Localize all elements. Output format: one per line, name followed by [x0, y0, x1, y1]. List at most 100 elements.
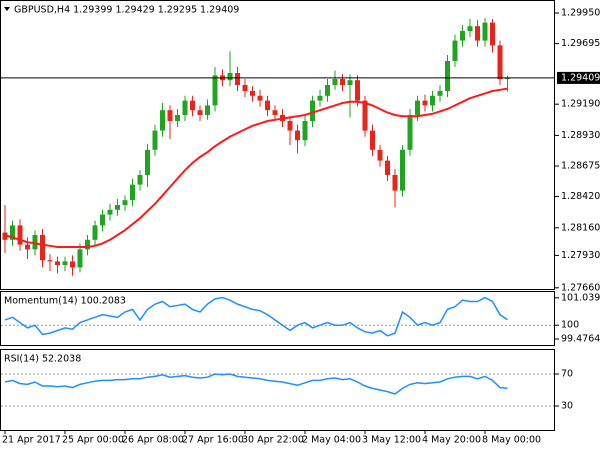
y-tick-label: 1.28420 [561, 191, 600, 202]
current-price-label: 1.29409 [561, 72, 600, 83]
candle-body [467, 26, 473, 31]
candle-body [505, 77, 510, 80]
candle-body [437, 91, 443, 96]
candle-body [137, 175, 143, 185]
candle-body [287, 121, 293, 131]
candle-body [355, 80, 360, 101]
candle-body [340, 79, 345, 85]
y-tick-label: 1.29695 [561, 38, 600, 49]
candle-body [235, 73, 240, 85]
candle-body [70, 261, 75, 268]
candle-body [482, 22, 488, 41]
candle-body [152, 130, 158, 150]
candle-body [445, 61, 450, 91]
x-tick-label: 3 May 12:00 [362, 435, 421, 446]
candle-body [302, 121, 308, 141]
menu-triangle [4, 7, 10, 11]
indicator-title: Momentum(14) 100.2083 [4, 296, 126, 307]
candle-body [415, 100, 420, 115]
current-price-box [557, 71, 600, 84]
candle-body [62, 261, 68, 265]
y-tick-label: 1.27660 [561, 282, 600, 293]
candle-body [460, 31, 465, 41]
indicator-line [4, 296, 508, 337]
candle-body [497, 45, 503, 80]
candle-body [92, 225, 98, 240]
candle-body [295, 130, 300, 141]
candle-body [407, 115, 413, 150]
candle-body [167, 110, 173, 121]
candle-body [2, 232, 8, 240]
y-tick-label: 30 [561, 401, 573, 412]
candle-body [77, 249, 83, 268]
y-tick-label: 70 [561, 369, 573, 380]
candle-body [310, 100, 315, 121]
candle-body [400, 149, 405, 191]
candle-body [257, 95, 263, 101]
indicator-title: RSI(14) 52.2038 [4, 354, 81, 365]
candle-body [377, 149, 383, 161]
candle-body [475, 26, 480, 41]
y-tick-label: 1.27930 [561, 250, 600, 261]
candle-body [325, 85, 330, 96]
candle-body [392, 175, 398, 191]
candle-body [32, 235, 38, 250]
candle-body [422, 100, 428, 106]
pane-frame [0, 349, 555, 431]
candle-body [227, 73, 233, 81]
candle-body [212, 75, 218, 106]
candle-body [332, 79, 338, 85]
y-tick-label: 1.29950 [561, 8, 600, 19]
candle-body [130, 184, 135, 201]
x-tick-label: 27 Apr 16:00 [182, 435, 244, 446]
x-tick-label: 26 Apr 08:00 [122, 435, 184, 446]
y-tick-label: 99.4764 [561, 334, 600, 345]
candle-body [160, 110, 165, 131]
candle-body [55, 261, 60, 265]
candle-body [370, 130, 375, 150]
candle-body [197, 110, 203, 115]
candle-body [205, 105, 210, 115]
candle-body [317, 95, 323, 101]
x-tick-label: 30 Apr 22:00 [242, 435, 304, 446]
candle-body [10, 225, 15, 240]
candle-body [265, 100, 270, 111]
candle-body [430, 95, 435, 106]
chart-title: GBPUSD,H4 1.29399 1.29429 1.29295 1.2940… [14, 5, 239, 16]
candle-body [190, 100, 195, 111]
candle-body [122, 200, 128, 205]
candle-body [40, 235, 45, 261]
y-tick-label: 1.29190 [561, 99, 600, 110]
x-tick-label: 25 Apr 00:00 [62, 435, 124, 446]
candle-body [145, 149, 150, 175]
y-tick-label: 100 [561, 320, 579, 331]
candle-body [347, 80, 353, 85]
x-tick-label: 2 May 04:00 [302, 435, 361, 446]
x-tick-label: 8 May 00:00 [482, 435, 541, 446]
candle-body [85, 239, 90, 250]
candle-body [175, 115, 180, 121]
candle-body [25, 244, 30, 250]
y-tick-label: 1.28930 [561, 130, 600, 141]
candle-body [362, 100, 368, 131]
x-tick-label: 21 Apr 2017 [2, 435, 61, 446]
y-tick-label: 1.28675 [561, 161, 600, 172]
candle-body [47, 260, 53, 262]
y-tick-label: 101.0396 [561, 292, 600, 303]
y-tick-label: 1.28160 [561, 222, 600, 233]
candle-body [17, 225, 23, 245]
candle-body [250, 91, 255, 96]
indicator-line [4, 373, 508, 395]
pane-frame [0, 0, 555, 290]
candle-body [490, 22, 495, 46]
candle-body [182, 100, 188, 115]
candle-body [115, 205, 120, 210]
x-tick-label: 4 May 20:00 [422, 435, 481, 446]
pane-frame [0, 291, 555, 346]
candle-body [100, 214, 105, 226]
candle-body [452, 40, 458, 61]
candle-body [107, 209, 113, 215]
candle-body [242, 85, 248, 91]
